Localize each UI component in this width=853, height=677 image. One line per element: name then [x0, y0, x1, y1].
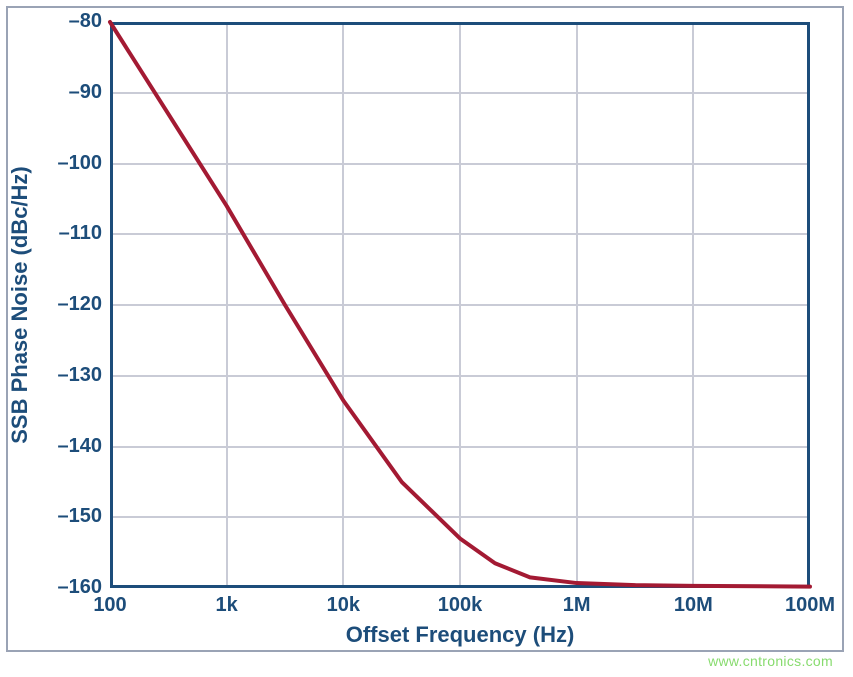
x-tick-label: 10M — [674, 594, 713, 617]
x-tick-label: 10k — [327, 594, 360, 617]
watermark-text: www.cntronics.com — [708, 653, 833, 669]
phase-noise-curve — [110, 22, 810, 587]
y-tick-label: –120 — [32, 293, 102, 316]
y-tick-label: –140 — [32, 435, 102, 458]
y-axis-title: SSB Phase Noise (dBc/Hz) — [7, 166, 33, 444]
x-tick-label: 100 — [93, 594, 126, 617]
x-tick-label: 1k — [216, 594, 238, 617]
x-tick-label: 100M — [785, 594, 835, 617]
y-tick-label: –150 — [32, 505, 102, 528]
x-tick-label: 100k — [438, 594, 483, 617]
y-tick-label: –80 — [32, 10, 102, 33]
line-series — [0, 0, 853, 677]
y-tick-label: –100 — [32, 152, 102, 175]
x-tick-label: 1M — [563, 594, 591, 617]
y-tick-label: –110 — [32, 222, 102, 245]
y-tick-label: –160 — [32, 576, 102, 599]
x-axis-title: Offset Frequency (Hz) — [330, 622, 590, 648]
y-tick-label: –90 — [32, 81, 102, 104]
y-tick-label: –130 — [32, 364, 102, 387]
chart-container: –80 –90 –100 –110 –120 –130 –140 –150 –160 100 1k… — [0, 0, 853, 677]
